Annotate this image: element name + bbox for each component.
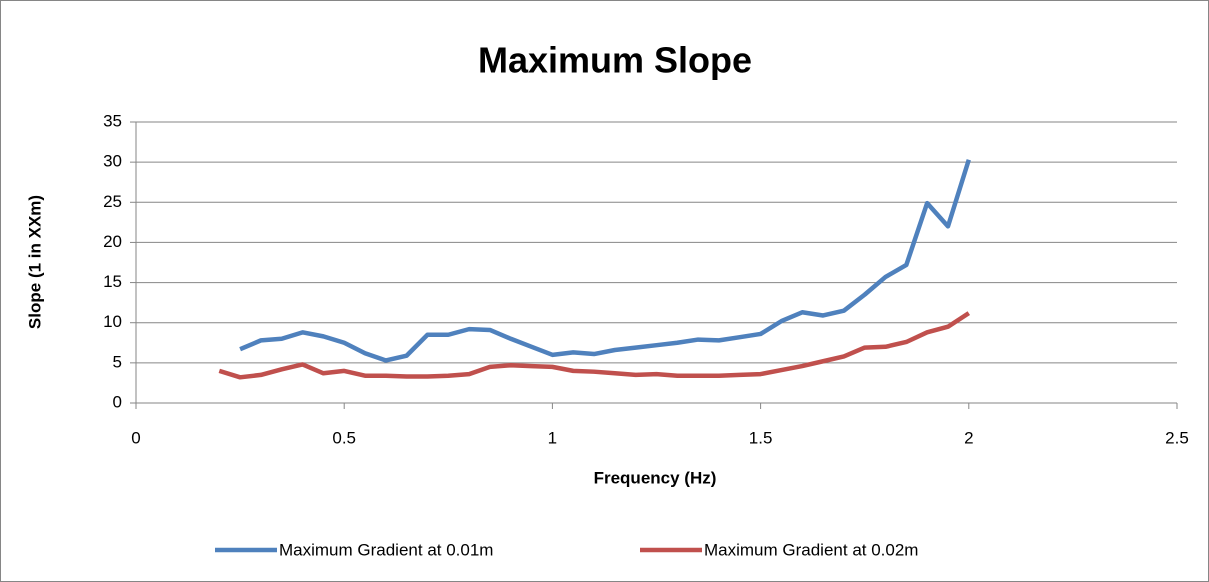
x-tick-label: 0 xyxy=(131,428,140,447)
x-tick-label: 1.5 xyxy=(749,428,773,447)
x-tick-label: 0.5 xyxy=(332,428,356,447)
y-tick-label: 15 xyxy=(103,272,122,291)
y-tick-label: 25 xyxy=(103,192,122,211)
y-tick-label: 30 xyxy=(103,152,122,171)
y-tick-label: 10 xyxy=(103,312,122,331)
x-tick-label: 2 xyxy=(964,428,973,447)
y-tick-label: 5 xyxy=(113,352,122,371)
y-tick-label: 35 xyxy=(103,111,122,130)
legend-label: Maximum Gradient at 0.01m xyxy=(279,540,493,559)
series-line xyxy=(218,311,971,380)
legend-label: Maximum Gradient at 0.02m xyxy=(704,540,918,559)
y-axis-label: Slope (1 in XXm) xyxy=(25,195,44,329)
x-tick-label: 2.5 xyxy=(1165,428,1189,447)
y-tick-label: 20 xyxy=(103,232,122,251)
series-line xyxy=(239,159,971,363)
x-axis-label: Frequency (Hz) xyxy=(594,468,717,487)
x-tick-label: 1 xyxy=(548,428,557,447)
y-tick-label: 0 xyxy=(113,392,122,411)
chart-title: Maximum Slope xyxy=(478,40,752,81)
